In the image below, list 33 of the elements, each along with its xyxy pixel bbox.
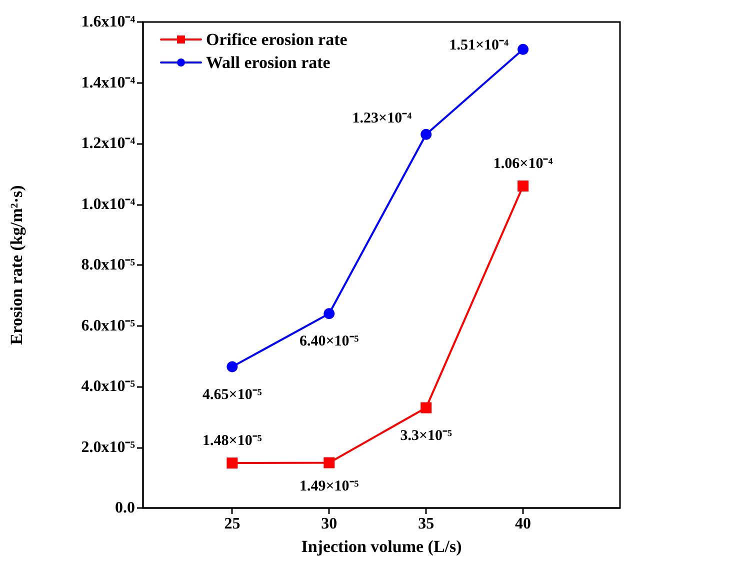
y-tick-label: 2.0x10⁻⁵ [81,438,136,456]
y-tick-label: 8.0x10⁻⁵ [81,256,136,274]
point [518,44,529,55]
y-tick-label: 1.0x10⁻⁴ [81,196,136,213]
data-label: 1.49×10⁻⁵ [300,478,360,495]
legend-label: Wall erosion rate [206,53,331,72]
point [420,402,432,414]
y-tick-label: 0.0 [115,500,135,516]
y-tick-label: 4.0x10⁻⁵ [81,378,136,395]
y-tick-label: 1.6x10⁻⁴ [81,14,136,30]
point [324,457,335,468]
point [324,308,335,320]
y-axis-title: Erosion rate (kg/m²·s) [7,185,26,345]
y-tick-label: 1.2x10⁻⁴ [81,135,136,152]
data-label: 1.06×10⁻⁴ [493,156,554,172]
point [518,180,529,192]
x-tick-label: 40 [515,516,532,532]
y-tick-label: 1.4x10⁻⁴ [81,74,136,92]
data-label: 3.3×10⁻⁵ [400,428,452,444]
x-tick-label: 35 [418,516,434,532]
data-label: 1.51×10⁻⁴ [449,37,510,54]
point [226,361,238,372]
data-label: 4.65×10⁻⁵ [202,386,262,403]
legend-label: Orifice erosion rate [206,30,348,49]
point [226,458,238,469]
point [420,128,432,140]
x-axis-title: Injection volume (L/s) [301,537,462,556]
data-label: 1.23×10⁻⁴ [352,110,412,126]
x-tick-label: 25 [224,516,240,532]
x-tick-label: 30 [321,516,338,532]
y-tick-label: 6.0x10⁻⁵ [81,317,136,334]
data-label: 6.40×10⁻⁵ [300,334,360,350]
data-label: 1.48×10⁻⁵ [202,433,262,450]
